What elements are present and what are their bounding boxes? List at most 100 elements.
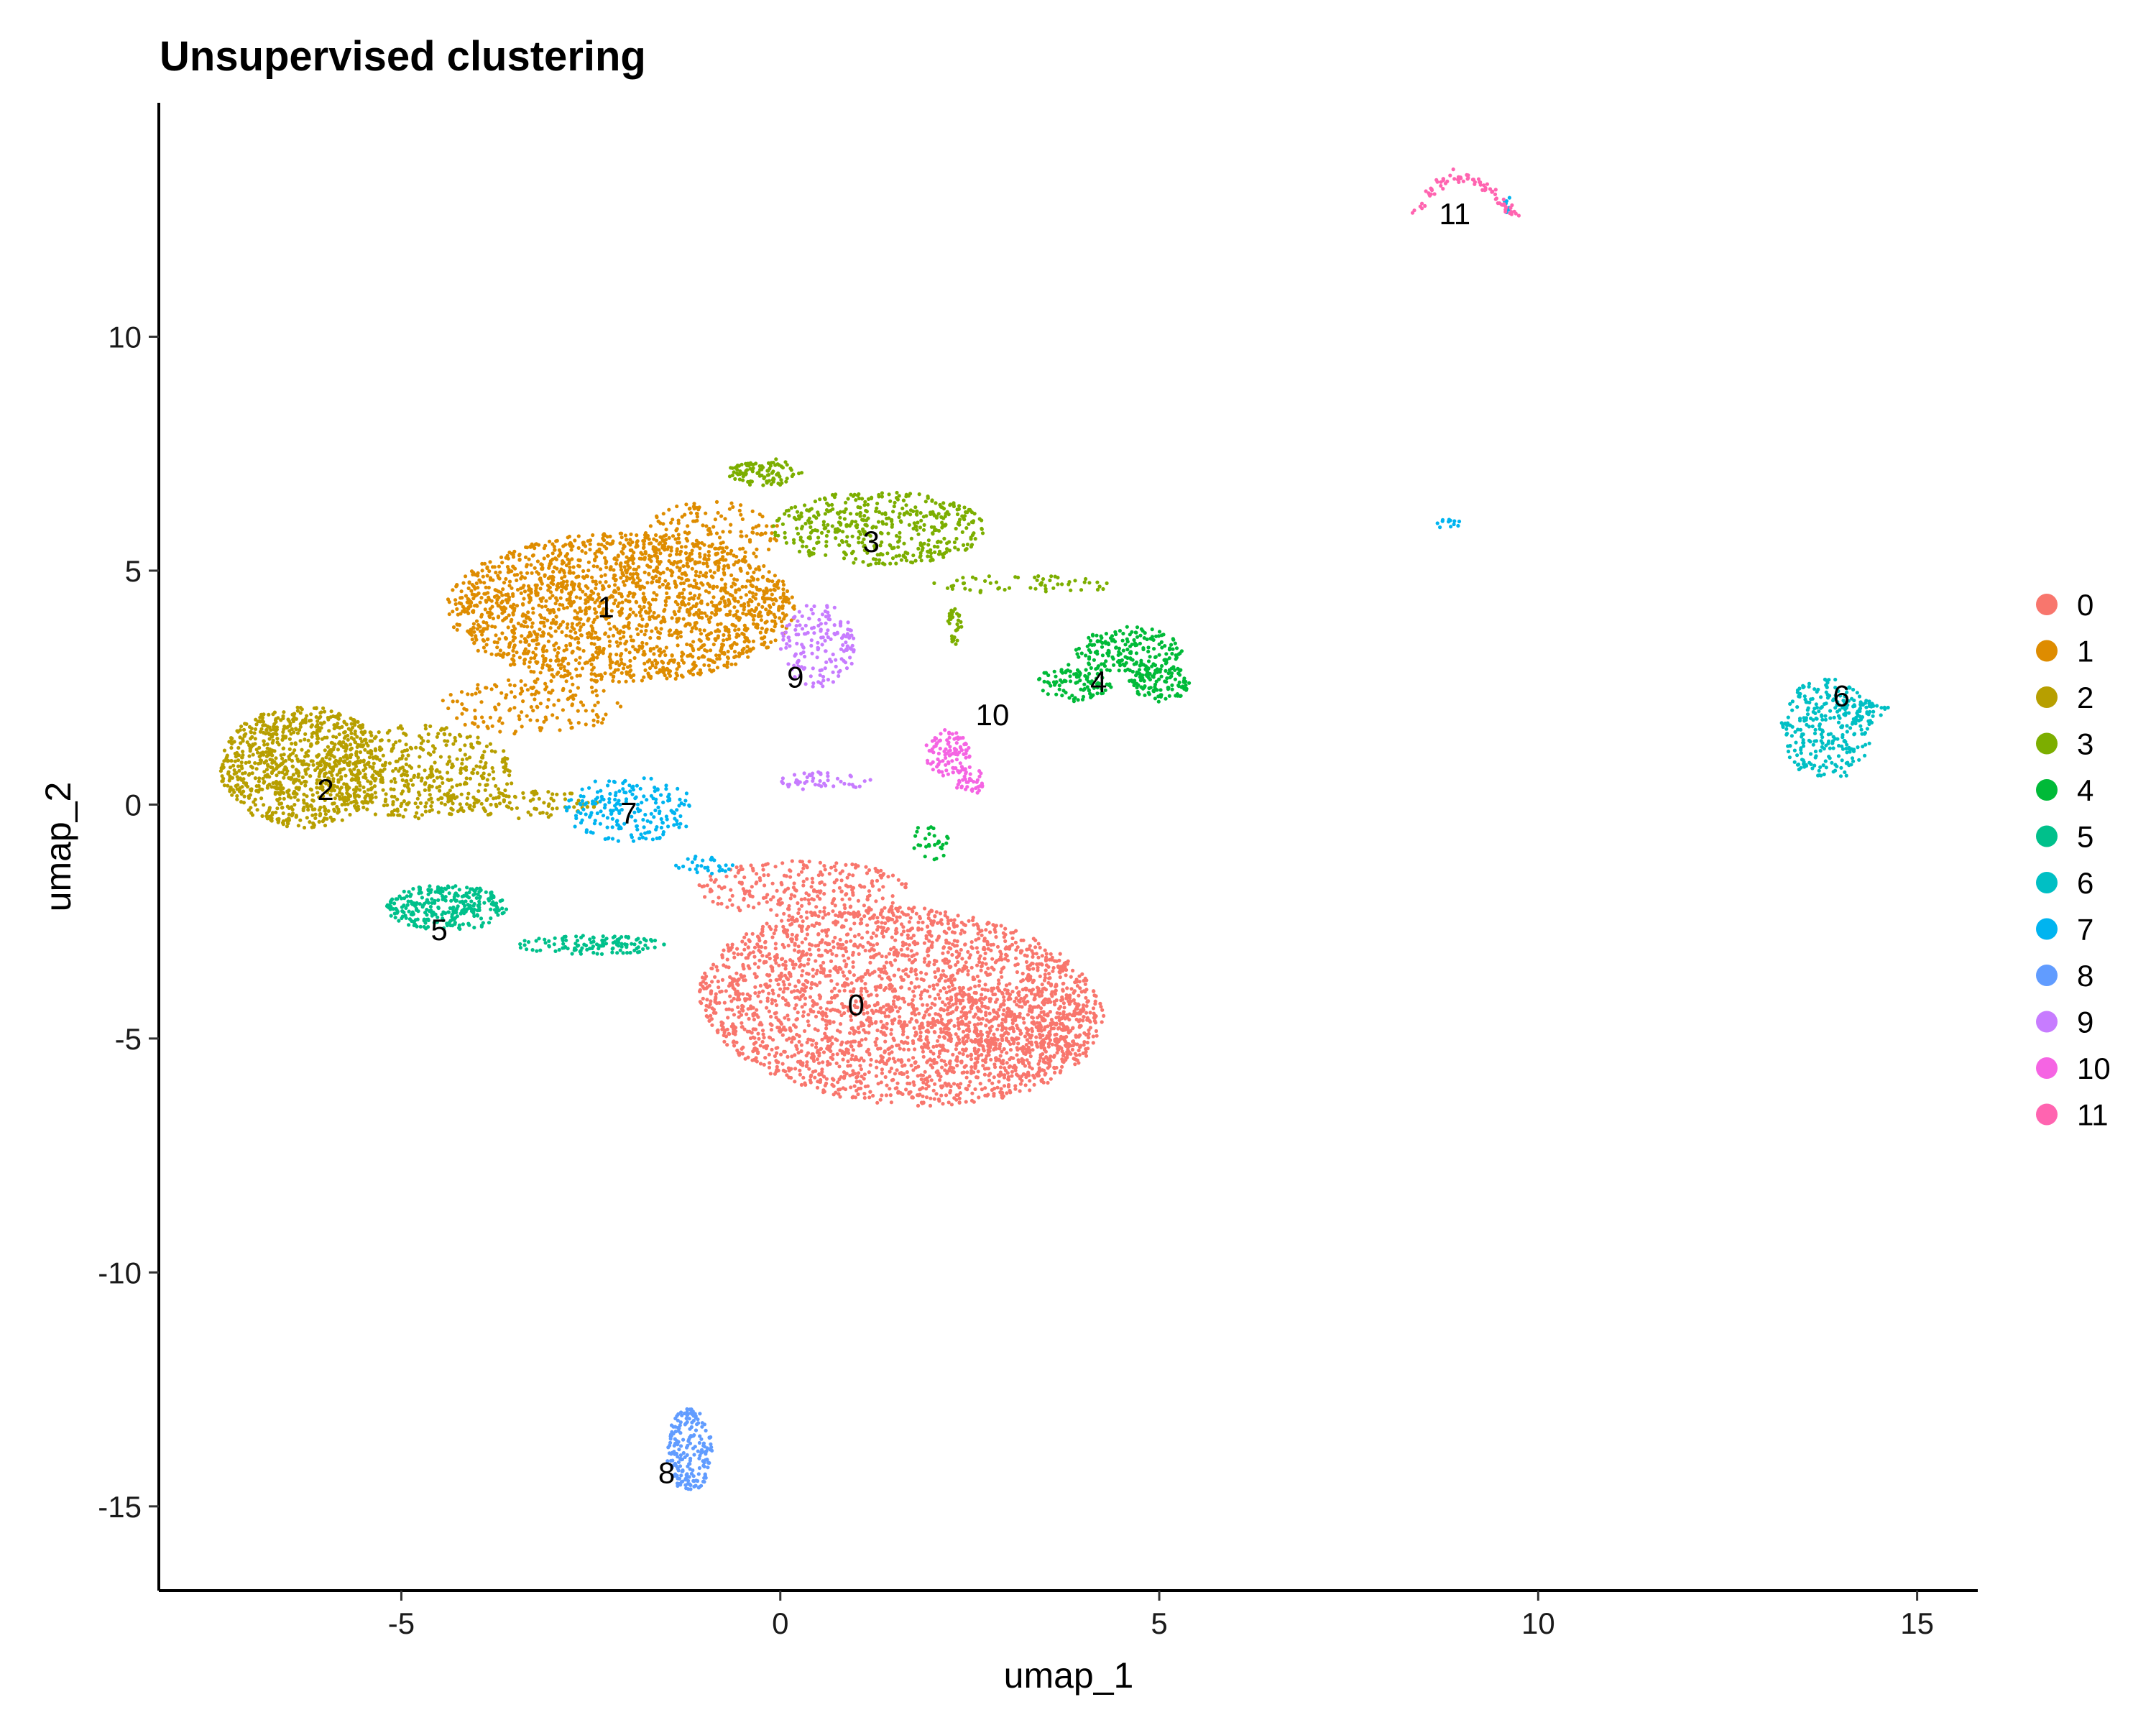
data-point bbox=[1093, 1021, 1097, 1025]
data-point bbox=[954, 1047, 958, 1052]
data-point bbox=[781, 592, 786, 596]
data-point bbox=[844, 939, 849, 944]
data-point bbox=[880, 1071, 884, 1075]
data-point bbox=[765, 1044, 770, 1048]
data-point bbox=[1050, 1042, 1054, 1046]
data-point bbox=[862, 1095, 867, 1100]
data-point bbox=[517, 557, 522, 561]
data-point bbox=[847, 897, 852, 901]
data-point bbox=[675, 667, 679, 671]
data-point bbox=[625, 538, 629, 542]
data-point bbox=[701, 583, 705, 587]
data-point bbox=[1077, 1019, 1081, 1024]
data-point bbox=[798, 959, 802, 963]
data-point bbox=[778, 595, 783, 600]
data-point bbox=[830, 1082, 834, 1087]
data-point bbox=[1028, 1048, 1032, 1052]
data-point bbox=[846, 983, 850, 987]
data-point bbox=[787, 972, 791, 976]
data-point bbox=[556, 663, 561, 667]
data-point bbox=[957, 1041, 962, 1045]
data-point bbox=[1033, 945, 1038, 949]
data-point bbox=[829, 979, 834, 983]
data-point bbox=[900, 953, 904, 957]
data-point bbox=[831, 939, 835, 944]
data-point bbox=[927, 939, 931, 943]
data-point bbox=[920, 990, 924, 995]
data-point bbox=[495, 645, 499, 650]
data-point bbox=[939, 1030, 944, 1034]
data-point bbox=[1013, 1084, 1018, 1088]
data-point bbox=[778, 987, 783, 991]
data-point bbox=[878, 1098, 883, 1102]
data-point bbox=[744, 584, 748, 589]
data-point bbox=[500, 631, 505, 635]
data-point bbox=[763, 883, 767, 888]
data-point bbox=[735, 610, 740, 614]
data-point bbox=[839, 878, 844, 883]
data-point bbox=[1064, 1058, 1068, 1062]
data-point bbox=[823, 1036, 827, 1040]
data-point bbox=[930, 940, 934, 944]
data-point bbox=[792, 881, 796, 886]
data-point bbox=[797, 924, 802, 928]
data-point bbox=[868, 916, 872, 921]
data-point bbox=[906, 1075, 910, 1080]
data-point bbox=[975, 950, 980, 954]
data-point bbox=[530, 571, 534, 575]
data-point bbox=[494, 570, 498, 575]
data-point bbox=[761, 868, 765, 872]
data-point bbox=[992, 1036, 997, 1040]
data-point bbox=[946, 1082, 951, 1086]
data-point bbox=[1026, 966, 1030, 970]
data-point bbox=[635, 572, 640, 576]
data-point bbox=[898, 1015, 902, 1019]
data-point bbox=[932, 1097, 936, 1101]
data-point bbox=[1049, 1018, 1054, 1022]
data-point bbox=[891, 999, 896, 1003]
data-point bbox=[1070, 1047, 1074, 1052]
data-point bbox=[710, 611, 714, 615]
data-point bbox=[807, 901, 811, 906]
data-point bbox=[573, 538, 577, 543]
data-point bbox=[696, 656, 701, 661]
data-point bbox=[564, 633, 568, 638]
data-point bbox=[724, 874, 729, 878]
data-point bbox=[874, 899, 878, 903]
data-point bbox=[512, 653, 516, 658]
data-point bbox=[777, 974, 782, 978]
data-point bbox=[735, 978, 740, 983]
data-point bbox=[943, 1003, 947, 1007]
data-point bbox=[740, 939, 745, 944]
data-point bbox=[635, 600, 639, 604]
data-point bbox=[634, 567, 638, 571]
data-point bbox=[540, 654, 545, 658]
data-point bbox=[592, 607, 597, 612]
data-point bbox=[826, 911, 831, 916]
data-point bbox=[604, 565, 609, 570]
data-point bbox=[877, 888, 881, 892]
data-point bbox=[872, 970, 877, 974]
data-point bbox=[936, 1054, 941, 1059]
data-point bbox=[797, 980, 801, 984]
data-point bbox=[822, 1075, 826, 1079]
data-point bbox=[598, 580, 602, 584]
data-point bbox=[655, 565, 660, 569]
data-point bbox=[724, 612, 729, 617]
data-point bbox=[702, 628, 706, 632]
data-point bbox=[552, 643, 556, 648]
data-point bbox=[589, 672, 594, 676]
data-point bbox=[561, 579, 566, 584]
data-point bbox=[1024, 960, 1029, 964]
data-point bbox=[767, 952, 771, 956]
data-point bbox=[862, 885, 867, 889]
data-point bbox=[863, 972, 867, 976]
data-point bbox=[644, 624, 648, 628]
data-point bbox=[457, 622, 462, 627]
data-point bbox=[823, 913, 827, 917]
data-point bbox=[560, 576, 564, 581]
data-point bbox=[824, 1077, 829, 1081]
data-point bbox=[628, 538, 632, 542]
data-point bbox=[714, 965, 719, 969]
data-point bbox=[455, 583, 459, 587]
